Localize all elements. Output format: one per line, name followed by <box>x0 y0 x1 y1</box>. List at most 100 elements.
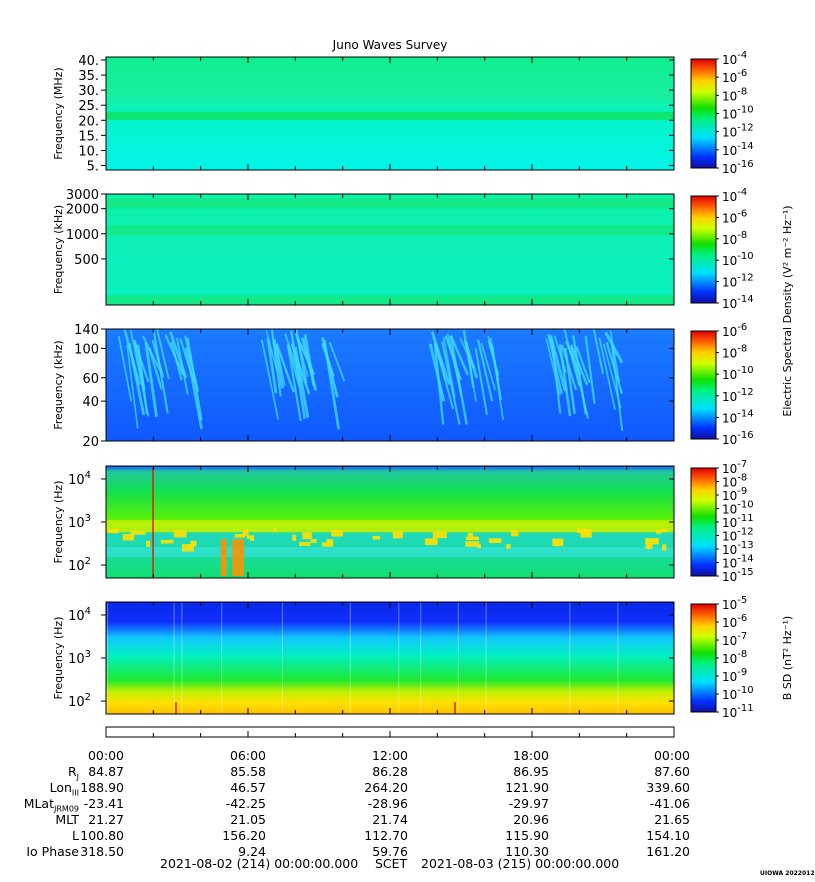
emission-streak <box>260 339 280 420</box>
emission-patch <box>250 535 255 541</box>
emission-streak <box>575 345 591 384</box>
emission-patch <box>552 538 564 547</box>
time-tick-label: 18:00 <box>512 748 549 763</box>
y-tick-label: 2000 <box>66 203 99 218</box>
ephemeris-value: 21.05 <box>230 812 266 827</box>
emission-patch <box>310 539 317 543</box>
emission-patch <box>488 538 502 543</box>
emission-patch <box>246 535 251 539</box>
emission-streak <box>441 341 461 425</box>
ephemeris-value: 84.87 <box>88 764 124 779</box>
spectrogram-band <box>106 520 674 533</box>
colorbar-tick-label: 10-11 <box>722 703 754 720</box>
ephemeris-label: MLatJRM09 <box>23 796 79 814</box>
emission-patch <box>372 535 381 540</box>
colorbar-tick-label: 10-9 <box>722 667 747 684</box>
colorbar-tick-label: 10-6 <box>722 208 747 225</box>
emission-streak <box>133 339 146 391</box>
y-axis-label: Frequency (kHz) <box>52 340 65 429</box>
ephemeris-label-subscript: JRM09 <box>54 804 79 814</box>
emission-streak <box>169 331 188 379</box>
emission-burst <box>239 539 244 577</box>
ephemeris-value: 110.30 <box>505 844 549 859</box>
emission-streak <box>184 347 203 430</box>
colorbar-title: B SD (nT² Hz⁻¹) <box>781 616 794 700</box>
colorbar <box>690 195 717 304</box>
y-tick-label: 1000 <box>66 228 99 243</box>
emission-burst <box>234 539 239 577</box>
ephemeris-value: 161.20 <box>646 844 690 859</box>
emission-streak <box>321 343 335 377</box>
y-tick-label: 5. <box>87 159 99 174</box>
emission-streak <box>129 329 150 417</box>
chart-title: Juno Waves Survey <box>332 38 448 52</box>
emission-streak <box>156 329 170 380</box>
colorbar-tick-label: 10-10 <box>722 251 754 268</box>
colorbar <box>690 603 717 713</box>
emission-patch <box>173 530 187 538</box>
emission-streak <box>126 344 139 429</box>
spectrogram-band <box>106 198 674 209</box>
y-tick-label: 35. <box>78 69 99 84</box>
colorbar-tick-label: 10-14 <box>722 408 754 425</box>
credit-label: UIOWA 20220120 <box>760 870 815 877</box>
emission-patch <box>130 531 146 535</box>
colorbar-tick-label: 10-14 <box>722 294 754 311</box>
emission-streak <box>466 342 477 402</box>
colorbar-tick-label: 10-10 <box>722 365 754 382</box>
emission-patch <box>432 531 447 539</box>
colorbar-tick-label: 10-6 <box>722 322 747 339</box>
emission-streak <box>144 342 159 418</box>
emission-streak <box>118 336 133 402</box>
emission-streak <box>152 330 169 414</box>
ephemeris-value: 87.60 <box>654 764 690 779</box>
emission-patch <box>506 544 511 549</box>
ephemeris-value: 115.90 <box>505 828 549 843</box>
emission-burst <box>222 539 227 577</box>
emission-streak <box>489 337 504 420</box>
ephemeris-label: Io Phase <box>26 844 79 859</box>
emission-patch <box>392 531 403 539</box>
emission-patch <box>424 538 438 546</box>
emission-streak <box>127 342 146 416</box>
ephemeris-value: 21.27 <box>88 812 124 827</box>
emission-patch <box>477 544 481 549</box>
y-tick-label: 103 <box>68 649 91 667</box>
colorbar-tick-label: 10-4 <box>722 50 747 67</box>
emission-patch <box>465 541 480 547</box>
colorbar <box>690 58 717 169</box>
emission-streak <box>480 342 496 390</box>
emission-streak <box>563 328 581 387</box>
ephemeris-value: -42.25 <box>225 796 266 811</box>
colorbar-tick-label: 10-6 <box>722 613 747 630</box>
emission-streak <box>560 344 578 391</box>
panel-hfr-high: 40.35.30.25.20.15.10.5. Frequency (MHz) 10… <box>52 50 754 176</box>
ephemeris-value: 121.90 <box>505 780 549 795</box>
emission-patch <box>645 544 653 550</box>
emission-streak <box>328 341 346 382</box>
ephemeris-value: 86.95 <box>513 764 549 779</box>
emission-patch <box>576 528 589 533</box>
ephemeris-value: 85.58 <box>230 764 266 779</box>
ephemeris-value: -41.06 <box>649 796 690 811</box>
y-tick-label: 104 <box>68 606 91 624</box>
emission-streak <box>293 346 310 419</box>
emission-streak <box>598 337 616 410</box>
y-tick-label: 15. <box>78 129 99 144</box>
time-tick-label: 12:00 <box>371 748 408 763</box>
y-tick-label: 3000 <box>66 188 99 203</box>
emission-streak <box>446 333 463 396</box>
colorbar-tick-label: 10-10 <box>722 105 754 122</box>
emission-streak <box>186 337 203 421</box>
ephemeris-label: L <box>72 828 79 843</box>
colorbar-tick-label: 10-16 <box>722 430 754 447</box>
emission-patch <box>122 534 135 541</box>
emission-streak <box>433 343 445 425</box>
emission-streak <box>545 338 561 396</box>
y-tick-label: 20 <box>82 435 99 450</box>
colorbar-tick-label: 10-15 <box>722 567 754 584</box>
y-tick-label: 102 <box>68 692 91 710</box>
y-axis-label: Frequency (MHz) <box>52 67 65 159</box>
